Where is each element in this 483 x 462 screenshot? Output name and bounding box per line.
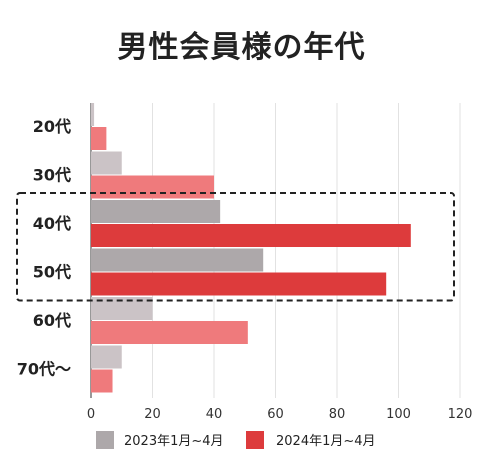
bar-2023 bbox=[91, 103, 95, 126]
x-tick-label: 0 bbox=[87, 407, 95, 422]
bar-2023 bbox=[91, 297, 153, 320]
chart-title: 男性会員様の年代 bbox=[117, 30, 366, 65]
x-tick-label: 80 bbox=[329, 407, 346, 422]
legend-swatch-2024 bbox=[246, 431, 264, 449]
x-tick-label: 40 bbox=[206, 407, 223, 422]
x-tick-label: 20 bbox=[144, 407, 161, 422]
legend-swatch-2023 bbox=[96, 431, 114, 449]
category-label: 30代 bbox=[33, 166, 71, 185]
bar-2023 bbox=[91, 151, 122, 175]
bar-2024 bbox=[91, 369, 113, 393]
bar-2023 bbox=[91, 345, 122, 369]
category-label: 70代〜 bbox=[17, 360, 71, 379]
highlight-box bbox=[16, 192, 455, 302]
category-label: 50代 bbox=[33, 263, 71, 282]
x-tick-label: 60 bbox=[267, 407, 284, 422]
legend-label-2023: 2023年1月~4月 bbox=[124, 434, 224, 449]
category-label: 60代 bbox=[33, 311, 71, 330]
bar-2024 bbox=[91, 127, 107, 150]
bar-2024 bbox=[91, 175, 214, 199]
x-tick-label: 100 bbox=[386, 407, 411, 422]
bar-2024 bbox=[91, 272, 387, 296]
category-label: 20代 bbox=[33, 117, 71, 136]
x-tick-label: 120 bbox=[448, 407, 473, 422]
category-label: 40代 bbox=[33, 214, 71, 233]
bar-2023 bbox=[91, 248, 264, 272]
legend-label-2024: 2024年1月~4月 bbox=[276, 434, 376, 449]
bar-2024 bbox=[91, 321, 248, 344]
bar-2023 bbox=[91, 200, 221, 223]
bar-2024 bbox=[91, 224, 411, 247]
